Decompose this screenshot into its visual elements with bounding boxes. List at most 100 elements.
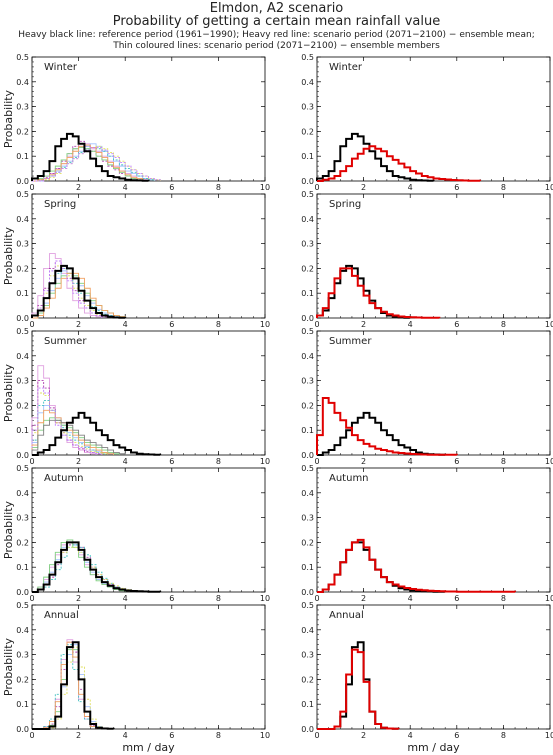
plot-frame <box>31 467 266 593</box>
x-tick-label: 4 <box>408 457 413 466</box>
y-tick-label: 0.1 <box>16 563 29 572</box>
legend-note-line-2: Thin coloured lines: scenario period (20… <box>113 41 440 51</box>
y-axis-label: Probability <box>2 363 15 422</box>
scenario-mean-line <box>317 145 482 182</box>
x-tick-label: 10 <box>545 731 553 740</box>
season-label: Spring <box>44 199 76 210</box>
chart-subtitle: Probability of getting a certain mean ra… <box>112 14 441 29</box>
ensemble-member-line <box>31 365 97 455</box>
season-label: Winter <box>329 62 363 73</box>
x-tick-label: 8 <box>501 731 506 740</box>
panel-winter-members: 0.0 0.1 0.2 0.3 0.4 0.5 0 2 4 6 8 10 Winter Probabili… <box>2 53 270 192</box>
y-tick-label: 0.3 <box>301 103 314 112</box>
x-tick-label: 8 <box>216 731 221 740</box>
y-tick-label: 0.1 <box>16 152 29 161</box>
x-tick-label: 2 <box>361 320 366 329</box>
plot-frame <box>316 193 551 319</box>
y-tick-label: 0.3 <box>301 514 314 523</box>
season-label: Annual <box>329 610 364 621</box>
x-axis-label: mm / day <box>407 741 460 754</box>
y-tick-label: 0.1 <box>16 426 29 435</box>
x-tick-label: 4 <box>123 731 128 740</box>
panel-summer-members: 0.0 0.1 0.2 0.3 0.4 0.5 0 2 4 6 8 10 Summer Probabili… <box>2 327 270 466</box>
reference-line <box>316 264 412 319</box>
y-tick-label: 0.0 <box>16 177 29 186</box>
y-tick-label: 0.4 <box>301 626 314 635</box>
y-tick-label: 0.0 <box>16 451 29 460</box>
y-tick-label: 0.2 <box>301 127 314 136</box>
ensemble-member-line <box>32 644 97 730</box>
ensemble-member-line <box>32 641 97 730</box>
y-tick-label: 0.1 <box>16 289 29 298</box>
x-tick-label: 4 <box>408 183 413 192</box>
y-tick-label: 0.4 <box>16 215 29 224</box>
y-tick-label: 0.3 <box>301 377 314 386</box>
ensemble-member-line <box>32 272 126 319</box>
x-tick-label: 6 <box>454 320 459 329</box>
y-tick-label: 0.3 <box>16 377 29 386</box>
y-tick-label: 0.3 <box>16 103 29 112</box>
x-tick-label: 10 <box>545 183 553 192</box>
x-tick-label: 2 <box>76 594 81 603</box>
x-tick-label: 8 <box>501 594 506 603</box>
x-tick-label: 4 <box>408 594 413 603</box>
y-tick-label: 0.5 <box>301 190 314 199</box>
x-tick-label: 8 <box>216 594 221 603</box>
scenario-mean-line <box>316 396 458 456</box>
ensemble-member-line <box>32 539 126 593</box>
x-tick-label: 0 <box>29 320 34 329</box>
x-tick-label: 2 <box>361 457 366 466</box>
y-tick-label: 0.3 <box>301 651 314 660</box>
x-tick-label: 6 <box>454 457 459 466</box>
y-tick-label: 0.4 <box>301 352 314 361</box>
x-tick-label: 4 <box>123 320 128 329</box>
ensemble-member-line <box>31 409 114 455</box>
x-tick-label: 2 <box>361 731 366 740</box>
y-tick-label: 0.0 <box>301 725 314 734</box>
ensemble-member-line <box>32 144 144 182</box>
scenario-mean-line <box>317 538 517 593</box>
reference-line <box>32 411 162 456</box>
x-tick-label: 10 <box>260 183 270 192</box>
plot-frame <box>31 193 266 319</box>
panel-annual-mean: 0.0 0.1 0.2 0.3 0.4 0.5 0 2 4 6 8 10 Annual <box>301 601 553 740</box>
ensemble-member-line <box>31 387 103 455</box>
x-tick-label: 6 <box>454 731 459 740</box>
x-tick-label: 6 <box>169 731 174 740</box>
x-tick-label: 10 <box>260 457 270 466</box>
x-tick-label: 0 <box>29 594 34 603</box>
x-tick-label: 6 <box>454 183 459 192</box>
y-tick-label: 0.4 <box>301 489 314 498</box>
y-tick-label: 0.4 <box>16 78 29 87</box>
y-tick-label: 0.0 <box>16 588 29 597</box>
y-tick-label: 0.1 <box>301 700 314 709</box>
x-tick-label: 0 <box>29 183 34 192</box>
ensemble-member-line <box>31 392 109 455</box>
x-tick-label: 10 <box>260 594 270 603</box>
x-tick-label: 6 <box>169 594 174 603</box>
y-tick-label: 0.5 <box>16 53 29 62</box>
y-tick-label: 0.5 <box>16 464 29 473</box>
y-tick-label: 0.1 <box>16 700 29 709</box>
x-tick-label: 4 <box>123 594 128 603</box>
x-tick-label: 0 <box>314 183 319 192</box>
x-tick-label: 6 <box>169 183 174 192</box>
x-axis-label: mm / day <box>122 741 175 754</box>
y-tick-label: 0.0 <box>301 451 314 460</box>
ensemble-member-line <box>31 417 120 455</box>
x-tick-label: 8 <box>216 183 221 192</box>
scenario-mean-line <box>316 267 441 319</box>
y-tick-label: 0.2 <box>16 264 29 273</box>
y-tick-label: 0.4 <box>301 78 314 87</box>
y-tick-label: 0.1 <box>301 563 314 572</box>
y-tick-label: 0.2 <box>16 127 29 136</box>
y-axis-label: Probability <box>2 89 15 148</box>
x-tick-label: 0 <box>29 731 34 740</box>
reference-line <box>316 132 435 182</box>
y-axis-label: Probability <box>2 500 15 559</box>
x-tick-label: 2 <box>76 457 81 466</box>
x-tick-label: 2 <box>76 183 81 192</box>
y-tick-label: 0.2 <box>301 401 314 410</box>
y-tick-label: 0.5 <box>301 53 314 62</box>
